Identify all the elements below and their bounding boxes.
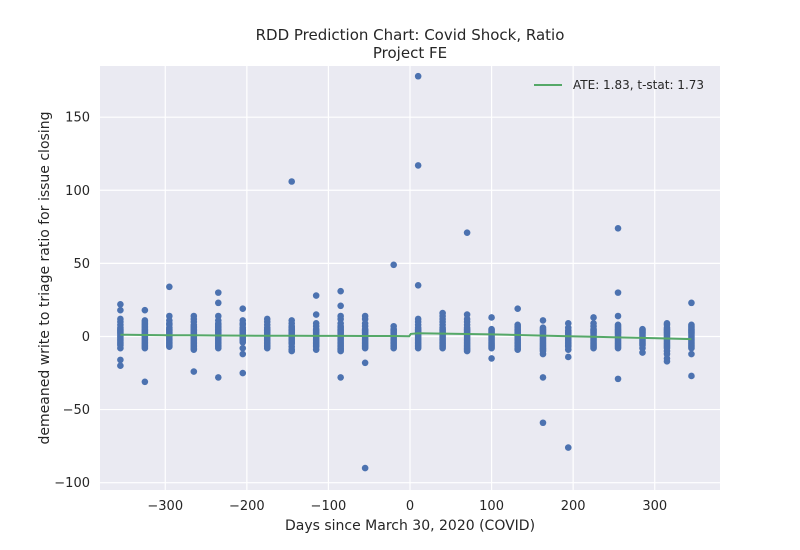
scatter-point	[663, 358, 671, 365]
scatter-point	[337, 347, 344, 355]
y-tick-label: −100	[54, 476, 90, 491]
prediction-line	[120, 332, 692, 341]
x-axis-label: Days since March 30, 2020 (COVID)	[285, 518, 535, 534]
y-tick-label: 50	[73, 257, 90, 272]
scatter-point	[688, 344, 695, 352]
scatter-point	[463, 229, 471, 236]
x-tick-label: 200	[561, 499, 586, 514]
scatter-point	[488, 355, 495, 362]
x-tick-label: −300	[147, 499, 183, 514]
scatter-point	[166, 343, 173, 351]
scatter-point	[190, 368, 198, 375]
scatter-point	[312, 292, 320, 299]
scatter-point	[614, 312, 622, 320]
y-axis-label: demeaned write to triage ratio for issue…	[37, 112, 53, 445]
x-tick-label: 100	[479, 499, 504, 514]
legend-label: ATE: 1.83, t-stat: 1.73	[573, 78, 704, 92]
scatter-point	[239, 339, 247, 346]
x-tick-label: 300	[642, 499, 667, 514]
x-tick-label: −100	[311, 499, 347, 514]
scatter-point	[190, 346, 198, 353]
scatter-point	[312, 346, 320, 353]
scatter-point	[361, 464, 369, 472]
scatter-point	[539, 350, 547, 358]
scatter-point	[688, 372, 695, 380]
scatter-point	[239, 344, 247, 352]
scatter-point	[239, 350, 247, 358]
scatter-point	[117, 306, 124, 314]
y-tick-label: −50	[63, 403, 90, 418]
scatter-point	[337, 374, 344, 381]
scatter-point	[117, 344, 124, 352]
prediction-line-path	[120, 332, 692, 341]
scatter-point	[390, 344, 397, 352]
scatter-point	[414, 282, 422, 289]
scatter-point	[239, 305, 247, 313]
scatter-point	[390, 261, 397, 269]
scatter-point	[463, 347, 471, 355]
scatter-point	[361, 359, 369, 367]
scatter-point	[166, 283, 173, 291]
scatter-point	[214, 374, 222, 381]
scatter-point	[141, 378, 149, 386]
scatter-point	[639, 349, 646, 356]
scatter-point	[539, 419, 547, 427]
scatter-point	[337, 287, 344, 295]
y-axis-ticks: −100 −50 0 50 100 150	[54, 111, 90, 492]
y-tick-label: 150	[65, 111, 90, 126]
scatter-point	[288, 178, 296, 185]
x-tick-label: 0	[406, 499, 414, 514]
scatter-point	[488, 344, 495, 352]
x-axis-ticks: −300 −200 −100 0 100 200 300	[147, 499, 667, 514]
scatter-point	[414, 344, 422, 352]
chart-subtitle: Project FE	[373, 44, 447, 62]
scatter-point	[614, 289, 622, 296]
scatter-point	[614, 344, 622, 352]
x-tick-label: −200	[229, 499, 265, 514]
scatter-point	[117, 301, 124, 308]
scatter-point	[141, 306, 149, 314]
scatter-point	[361, 344, 369, 352]
scatter-point	[117, 362, 124, 370]
scatter-point	[539, 317, 547, 324]
scatter-point	[614, 375, 622, 383]
scatter-point	[214, 299, 222, 307]
scatter-point	[564, 444, 572, 451]
scatter-point	[288, 347, 296, 355]
scatter-point	[590, 344, 597, 352]
scatter-point	[214, 289, 222, 296]
scatter-point	[590, 314, 597, 321]
scatter-point	[214, 344, 222, 352]
scatter-point	[514, 305, 521, 313]
chart-title: RDD Prediction Chart: Covid Shock, Ratio	[256, 26, 565, 44]
scatter-point	[117, 356, 124, 364]
scatter-point	[239, 369, 247, 377]
scatter-point	[141, 344, 149, 352]
scatter-point	[564, 353, 572, 361]
y-tick-label: 0	[82, 330, 90, 345]
scatter-point	[337, 302, 344, 310]
scatter-point	[414, 162, 422, 169]
scatter-point	[514, 346, 521, 353]
scatter-point	[312, 311, 320, 318]
scatter-point	[539, 374, 547, 381]
legend: ATE: 1.83, t-stat: 1.73	[534, 78, 704, 92]
scatter-point	[488, 314, 495, 321]
y-tick-label: 100	[65, 184, 90, 199]
scatter-point	[688, 299, 695, 307]
scatter-point	[414, 72, 422, 80]
scatter-point	[263, 344, 271, 352]
scatter-point	[614, 224, 622, 232]
scatter-point	[688, 350, 695, 358]
scatter-point	[564, 346, 572, 353]
scatter-point	[439, 344, 446, 352]
